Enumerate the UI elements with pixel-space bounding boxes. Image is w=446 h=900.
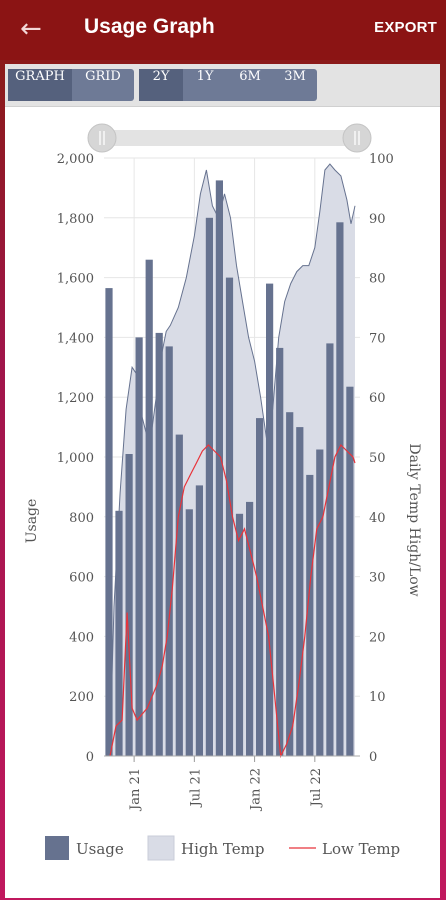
usage-bar [256, 418, 264, 756]
usage-bar [276, 347, 284, 756]
y2-tick-label: 40 [369, 511, 386, 526]
usage-bar [145, 259, 153, 756]
usage-bar [165, 346, 173, 756]
x-tick-label: Jan 22 [249, 768, 264, 812]
y2-axis-title: Daily Temp High/Low [406, 443, 422, 596]
usage-bar [135, 337, 143, 756]
usage-bar [316, 449, 324, 756]
range-3m[interactable]: 3M [284, 69, 306, 84]
usage-bar [235, 513, 244, 756]
legend-label-high-temp: High Temp [181, 840, 264, 858]
usage-bar [286, 412, 294, 756]
range-6m[interactable]: 6M [239, 69, 261, 84]
usage-bar [205, 217, 213, 757]
tab-grid[interactable]: GRID [85, 69, 121, 84]
y2-tick-label: 90 [369, 212, 386, 227]
tab-graph[interactable]: GRAPH [8, 69, 72, 101]
usage-series [105, 180, 354, 757]
usage-bar [246, 501, 254, 756]
page-title: Usage Graph [84, 15, 215, 38]
usage-bar [155, 332, 163, 756]
y-tick-label: 1,600 [57, 272, 94, 287]
y-tick-label: 0 [86, 750, 94, 765]
y-tick-label: 1,800 [57, 212, 94, 227]
usage-chart: 02004006008001,0001,2001,4001,6001,8002,… [24, 123, 422, 861]
graph-panel: GRAPH GRID 2Y 1Y 6M 3M 0 200 400 600 800 1 [5, 64, 440, 898]
y-tick-label: 800 [69, 511, 94, 526]
usage-bar [185, 509, 193, 756]
y-tick-label: 1,400 [57, 331, 94, 346]
usage-bar [266, 283, 274, 756]
y2-tick-label: 20 [369, 630, 386, 645]
y2-tick-label: 50 [369, 451, 386, 466]
x-tick-label: Jan 21 [128, 768, 143, 812]
view-mode-toggle: GRAPH GRID [8, 69, 134, 101]
legend-swatch-usage [45, 836, 69, 860]
arrow-left-icon[interactable]: ← [20, 14, 42, 44]
usage-bar [336, 222, 344, 757]
usage-bar [175, 434, 183, 756]
y-tick-label: 400 [69, 630, 94, 645]
y-tick-label: 1,000 [57, 451, 94, 466]
usage-bar [215, 180, 223, 756]
x-tick-label: Jul 21 [188, 768, 203, 808]
y2-tick-label: 70 [369, 331, 386, 346]
y-tick-label: 200 [69, 690, 94, 705]
range-slider-start-handle[interactable] [87, 123, 117, 153]
usage-bar [105, 288, 113, 756]
y2-tick-label: 100 [369, 152, 394, 167]
legend-label-usage: Usage [76, 840, 124, 858]
y2-tick-label: 30 [369, 571, 386, 586]
graph-toolbar: GRAPH GRID 2Y 1Y 6M 3M [5, 64, 440, 107]
range-1y[interactable]: 1Y [196, 69, 214, 84]
range-2y[interactable]: 2Y [139, 69, 183, 101]
x-tick-label: Jul 22 [309, 768, 324, 808]
app-bar: ← Usage Graph EXPORT [0, 0, 446, 60]
y2-tick-label: 10 [369, 690, 386, 705]
y-axis-title: Usage [24, 499, 40, 544]
usage-bar [125, 454, 133, 756]
usage-bar [326, 343, 334, 756]
range-slider-end-handle[interactable] [342, 123, 372, 153]
y-tick-label: 1,200 [57, 391, 94, 406]
y-tick-label: 2,000 [57, 152, 94, 167]
usage-bar [346, 386, 354, 756]
low-temp-series [109, 443, 356, 759]
y2-tick-label: 60 [369, 391, 386, 406]
usage-bar [306, 474, 314, 756]
legend-label-low-temp: Low Temp [322, 840, 400, 858]
usage-bar [225, 277, 234, 756]
export-button[interactable]: EXPORT [374, 19, 437, 36]
usage-bar [115, 510, 123, 756]
y2-tick-label: 80 [369, 272, 386, 287]
legend-swatch-high-temp [147, 835, 175, 861]
y2-tick-label: 0 [369, 750, 377, 765]
range-slider-track[interactable] [102, 130, 358, 146]
usage-bar [296, 427, 304, 756]
low-temp-line [109, 443, 356, 759]
y-tick-label: 600 [69, 571, 94, 586]
usage-bar [195, 485, 203, 756]
range-toggle: 2Y 1Y 6M 3M [139, 69, 317, 101]
axes: 02004006008001,0001,2001,4001,6001,8002,… [57, 152, 394, 812]
